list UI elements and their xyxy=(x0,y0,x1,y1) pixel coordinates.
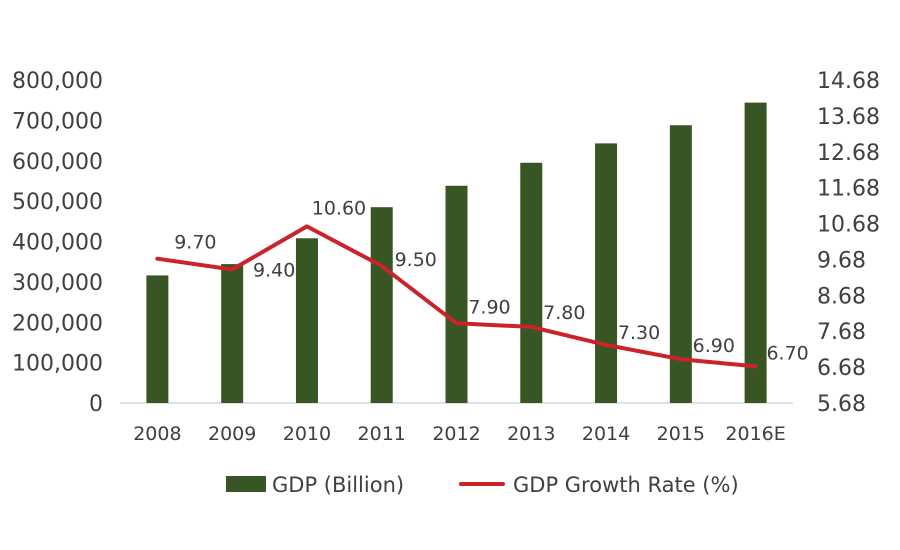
x-axis: 2008 2009 2010 2011 2012 2013 2014 2015 2016E xyxy=(133,423,786,445)
x-tick-label: 2010 xyxy=(283,423,331,445)
y-left-tick-label: 700,000 xyxy=(12,109,103,134)
growth-data-label: 9.70 xyxy=(174,232,216,254)
y-right-tick-label: 8.68 xyxy=(817,284,866,309)
y-right-tick-label: 14.68 xyxy=(817,69,880,94)
y-right-tick-label: 9.68 xyxy=(817,248,866,273)
growth-data-label: 7.80 xyxy=(543,302,585,324)
gdp-bar xyxy=(370,207,393,403)
y-right-tick-label: 6.68 xyxy=(817,356,866,381)
line-data-labels: 9.70 9.40 10.60 9.50 7.90 7.80 7.30 6.90 6.70 xyxy=(174,197,809,364)
y-left-tick-label: 200,000 xyxy=(12,311,103,336)
growth-data-label: 6.90 xyxy=(693,335,735,357)
x-tick-label: 2009 xyxy=(208,423,256,445)
gdp-bar xyxy=(520,162,543,403)
x-tick-label: 2008 xyxy=(133,423,181,445)
gdp-bar xyxy=(595,143,618,404)
y-right-axis: 5.68 6.68 7.68 8.68 9.68 10.68 11.68 12.68 13.68… xyxy=(817,69,880,417)
growth-data-label: 6.70 xyxy=(766,342,808,364)
growth-data-label: 7.30 xyxy=(618,322,660,344)
y-left-tick-label: 300,000 xyxy=(12,271,103,296)
gdp-bar xyxy=(221,264,244,403)
growth-rate-line xyxy=(155,224,758,369)
growth-data-label: 9.50 xyxy=(395,249,437,271)
legend-line-label: GDP Growth Rate (%) xyxy=(513,473,739,497)
y-right-tick-label: 11.68 xyxy=(817,177,880,202)
x-tick-label: 2013 xyxy=(507,423,555,445)
y-left-tick-label: 0 xyxy=(89,392,103,417)
gdp-bar xyxy=(295,238,318,403)
y-left-tick-label: 500,000 xyxy=(12,190,103,215)
y-left-axis: 0 100,000 200,000 300,000 400,000 500,000 600,… xyxy=(12,69,103,417)
y-right-tick-label: 13.68 xyxy=(817,105,880,130)
legend-bar-swatch xyxy=(226,476,266,492)
growth-data-label: 9.40 xyxy=(253,259,295,281)
x-tick-label: 2012 xyxy=(432,423,480,445)
gdp-bar xyxy=(744,102,767,404)
y-left-tick-label: 800,000 xyxy=(12,69,103,94)
bar-series xyxy=(146,102,767,404)
y-left-tick-label: 600,000 xyxy=(12,150,103,175)
x-tick-label: 2016E xyxy=(725,423,785,445)
y-left-tick-label: 100,000 xyxy=(12,352,103,377)
x-tick-label: 2011 xyxy=(358,423,406,445)
growth-data-label: 10.60 xyxy=(312,197,366,219)
y-right-tick-label: 12.68 xyxy=(817,141,880,166)
x-tick-label: 2014 xyxy=(582,423,630,445)
x-tick-label: 2015 xyxy=(657,423,705,445)
gdp-bar xyxy=(669,125,692,403)
legend-bar-label: GDP (Billion) xyxy=(272,473,404,497)
growth-data-label: 7.90 xyxy=(468,296,510,318)
gdp-bar xyxy=(445,185,468,403)
legend: GDP (Billion) GDP Growth Rate (%) xyxy=(226,473,739,497)
y-right-tick-label: 7.68 xyxy=(817,320,866,345)
y-right-tick-label: 10.68 xyxy=(817,213,880,238)
y-left-tick-label: 400,000 xyxy=(12,231,103,256)
gdp-bar xyxy=(146,275,169,403)
y-right-tick-label: 5.68 xyxy=(817,392,866,417)
